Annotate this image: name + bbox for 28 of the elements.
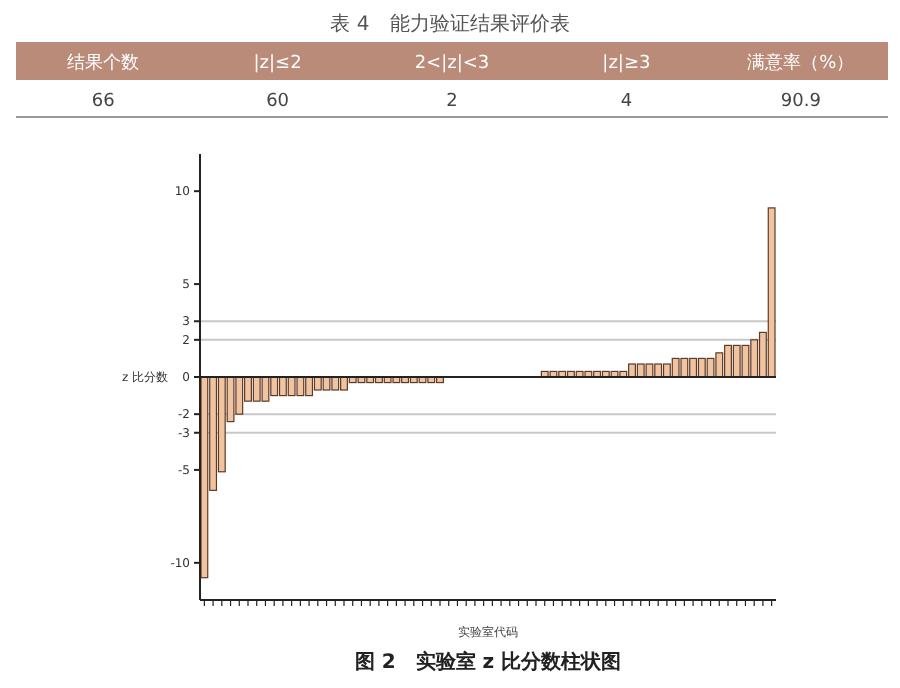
data-label: 66: [91, 92, 116, 112]
bar: [331, 376, 340, 391]
data-label: 4: [620, 92, 633, 112]
data-label: 60: [266, 92, 290, 112]
category-label: |z|≤2: [253, 54, 302, 74]
bar: [741, 344, 750, 378]
category-label: |z|≥3: [602, 54, 651, 74]
bar: [235, 376, 244, 415]
text: 图 2 实验室 z 比分数柱状图: [354, 650, 622, 674]
bar: [732, 344, 741, 378]
bar: [322, 376, 331, 391]
bar: [671, 357, 680, 378]
data-label: 90.9: [780, 92, 822, 112]
bar: [680, 357, 689, 378]
bar: [706, 357, 715, 378]
bar: [645, 363, 654, 378]
bar: [261, 376, 270, 402]
bar: [252, 376, 261, 402]
category-label: 结果个数: [67, 52, 140, 74]
bar: [287, 376, 296, 397]
bar: [296, 376, 305, 397]
data-label: 2: [446, 92, 458, 112]
category-label: 满意率（%）: [747, 52, 855, 74]
text: 表 4 能力验证结果评价表: [330, 12, 570, 36]
bar: [767, 207, 776, 378]
category-label: 2<|z|<3: [414, 54, 490, 74]
bar: [636, 363, 645, 378]
bar: [715, 352, 724, 378]
